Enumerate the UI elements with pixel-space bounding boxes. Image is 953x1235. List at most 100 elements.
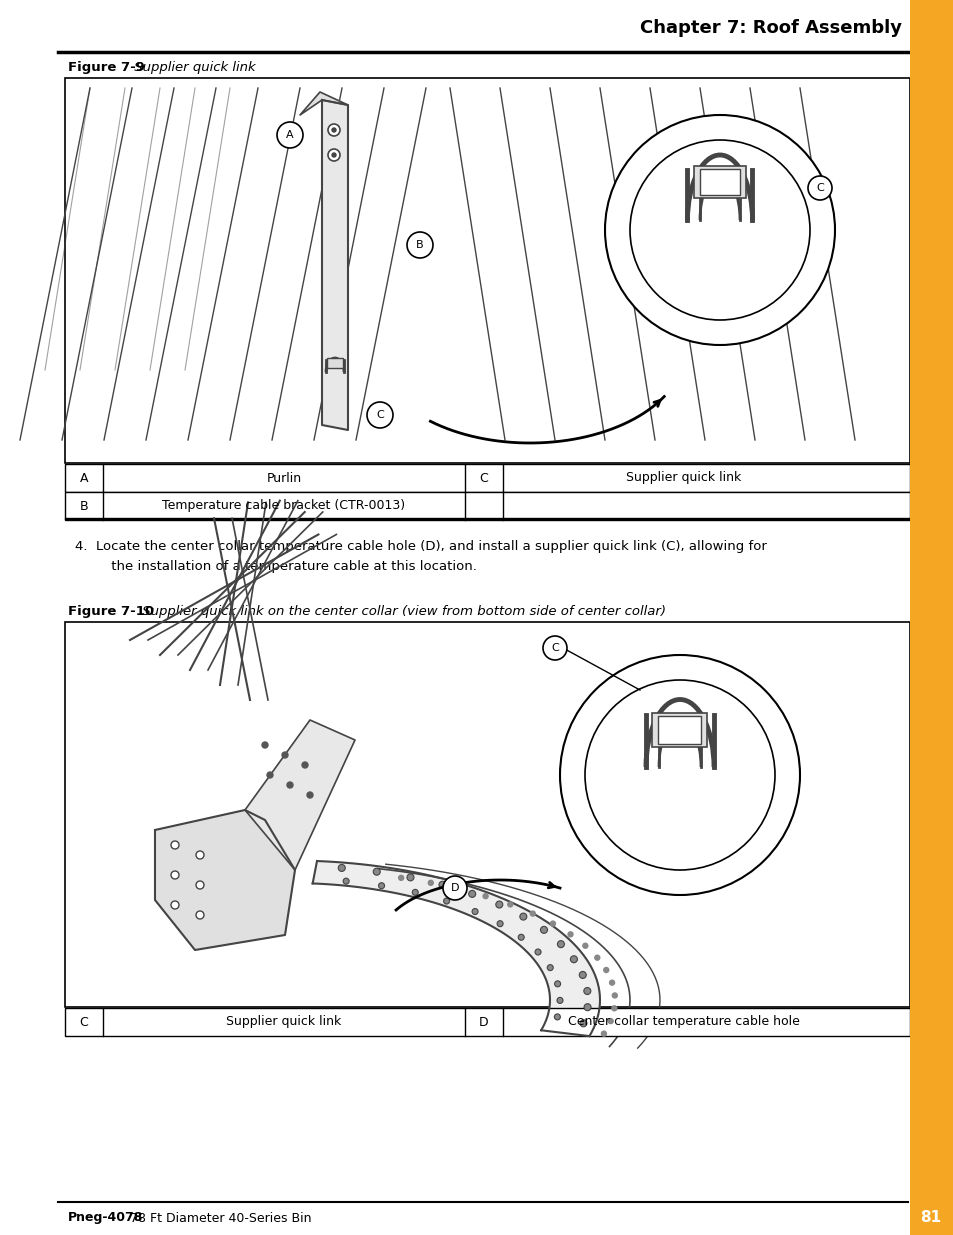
Circle shape [609,981,614,986]
Text: Figure 7-10: Figure 7-10 [68,605,154,619]
Bar [658,716,700,743]
Circle shape [472,909,477,915]
Polygon shape [313,861,599,1036]
Bar [327,358,343,368]
Bar [65,464,909,492]
Circle shape [570,956,577,963]
Circle shape [584,680,774,869]
Circle shape [373,868,380,876]
Text: Chapter 7: Roof Assembly: Chapter 7: Roof Assembly [639,19,901,37]
Text: A: A [80,472,89,484]
Text: C: C [551,643,558,653]
Circle shape [267,772,273,778]
Circle shape [195,851,204,860]
Text: Center collar temperature cable hole: Center collar temperature cable hole [567,1015,800,1029]
Circle shape [302,762,308,768]
Text: Supplier quick link: Supplier quick link [626,472,740,484]
Circle shape [517,934,523,940]
Circle shape [542,636,566,659]
Circle shape [407,232,433,258]
Circle shape [557,998,562,1003]
Circle shape [307,792,313,798]
Circle shape [343,878,349,884]
Circle shape [332,128,335,132]
Text: Figure 7-9: Figure 7-9 [68,62,145,74]
Circle shape [456,887,461,892]
Circle shape [482,894,488,899]
Bar [652,713,707,747]
Circle shape [519,913,526,920]
Circle shape [559,655,800,895]
Circle shape [583,1004,591,1010]
Text: C: C [815,183,823,193]
Circle shape [578,972,586,978]
Circle shape [428,881,433,885]
Circle shape [438,882,445,888]
Circle shape [468,890,476,898]
Circle shape [412,889,417,895]
Text: B: B [80,499,89,513]
Circle shape [554,981,560,987]
Polygon shape [299,91,348,115]
Text: B: B [416,240,423,249]
Circle shape [171,841,179,848]
Text: Supplier quick link: Supplier quick link [226,1015,341,1029]
Bar [65,622,909,1007]
Bar [65,492,909,520]
Bar [909,0,953,1235]
Circle shape [276,122,303,148]
Circle shape [535,948,540,955]
Circle shape [378,883,384,889]
Text: D: D [478,1015,488,1029]
Text: Temperature cable bracket (CTR-0013): Temperature cable bracket (CTR-0013) [162,499,405,513]
Circle shape [171,871,179,879]
Circle shape [442,876,467,900]
Circle shape [328,124,339,136]
Circle shape [496,902,502,908]
Circle shape [530,911,535,916]
Polygon shape [154,810,294,950]
Circle shape [629,140,809,320]
Circle shape [195,881,204,889]
Circle shape [594,955,599,960]
Circle shape [612,993,617,998]
Circle shape [603,967,608,972]
Circle shape [507,902,512,906]
Text: Pneg-4078: Pneg-4078 [68,1212,143,1224]
Circle shape [582,944,587,948]
Text: 81: 81 [920,1210,941,1225]
Text: C: C [79,1015,89,1029]
Circle shape [367,403,393,429]
Circle shape [195,911,204,919]
Circle shape [398,876,403,881]
Text: D: D [450,883,458,893]
Circle shape [287,782,293,788]
Circle shape [567,932,573,937]
Circle shape [547,965,553,971]
Circle shape [443,898,449,904]
Text: A: A [286,130,294,140]
Circle shape [608,1019,613,1024]
Text: C: C [479,472,488,484]
Text: 4.  Locate the center collar temperature cable hole (D), and install a supplier : 4. Locate the center collar temperature … [75,540,766,553]
Circle shape [611,1005,617,1010]
Bar [65,1008,909,1036]
Circle shape [338,864,345,872]
Circle shape [579,1020,586,1026]
Circle shape [540,926,547,934]
Polygon shape [245,720,355,869]
Text: Supplier quick link: Supplier quick link [130,62,255,74]
Circle shape [262,742,268,748]
Polygon shape [322,100,348,430]
Text: C: C [375,410,383,420]
Text: Supplier quick link on the center collar (view from bottom side of center collar: Supplier quick link on the center collar… [138,605,665,619]
Circle shape [171,902,179,909]
Text: the installation of a temperature cable at this location.: the installation of a temperature cable … [90,559,476,573]
Circle shape [328,149,339,161]
Text: Purlin: Purlin [266,472,301,484]
Circle shape [554,1014,559,1020]
Circle shape [807,177,831,200]
Bar [700,169,740,195]
Circle shape [332,153,335,157]
Circle shape [557,941,564,947]
